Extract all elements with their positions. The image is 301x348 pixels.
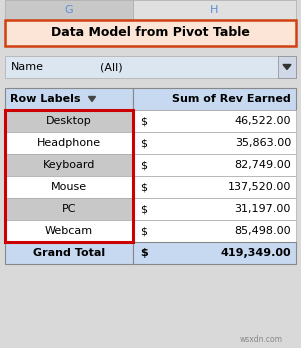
Text: $: $ [140, 160, 147, 170]
Text: Headphone: Headphone [37, 138, 101, 148]
Text: Sum of Rev Earned: Sum of Rev Earned [172, 94, 291, 104]
Text: G: G [65, 5, 73, 15]
Bar [133, 0, 296, 20]
Text: $: $ [140, 204, 147, 214]
Text: Keyboard: Keyboard [43, 160, 95, 170]
Text: $: $ [140, 182, 147, 192]
Bar [133, 154, 296, 176]
Text: (All): (All) [100, 62, 123, 72]
Text: Row Labels: Row Labels [10, 94, 80, 104]
Bar [133, 88, 296, 110]
Bar [133, 242, 296, 264]
Bar [5, 198, 133, 220]
Bar [5, 56, 296, 78]
Text: Data Model from Pivot Table: Data Model from Pivot Table [51, 26, 250, 40]
Text: $: $ [140, 116, 147, 126]
Text: 35,863.00: 35,863.00 [235, 138, 291, 148]
Bar [5, 110, 133, 242]
Bar [5, 132, 133, 154]
Bar [133, 110, 296, 132]
Text: H: H [210, 5, 219, 15]
Bar [133, 176, 296, 198]
Bar [133, 198, 296, 220]
Bar [5, 110, 133, 132]
Text: Webcam: Webcam [45, 226, 93, 236]
Bar [5, 88, 133, 110]
Bar [278, 56, 296, 78]
Text: 85,498.00: 85,498.00 [234, 226, 291, 236]
Bar [5, 242, 133, 264]
Text: 419,349.00: 419,349.00 [220, 248, 291, 258]
Text: 31,197.00: 31,197.00 [234, 204, 291, 214]
Bar [5, 220, 133, 242]
Polygon shape [283, 64, 291, 70]
Text: 82,749.00: 82,749.00 [234, 160, 291, 170]
Text: PC: PC [62, 204, 76, 214]
Bar [133, 220, 296, 242]
Text: Name: Name [11, 62, 44, 72]
Text: 137,520.00: 137,520.00 [228, 182, 291, 192]
Bar [5, 154, 133, 176]
Bar [133, 132, 296, 154]
Bar [5, 176, 133, 198]
Text: 46,522.00: 46,522.00 [234, 116, 291, 126]
Polygon shape [88, 96, 95, 102]
Text: $: $ [140, 226, 147, 236]
Bar [5, 20, 296, 46]
Bar [5, 0, 133, 20]
Text: wsxdn.com: wsxdn.com [240, 334, 283, 343]
Text: $: $ [140, 248, 148, 258]
Text: Grand Total: Grand Total [33, 248, 105, 258]
Text: $: $ [140, 138, 147, 148]
Text: Mouse: Mouse [51, 182, 87, 192]
Text: Desktop: Desktop [46, 116, 92, 126]
